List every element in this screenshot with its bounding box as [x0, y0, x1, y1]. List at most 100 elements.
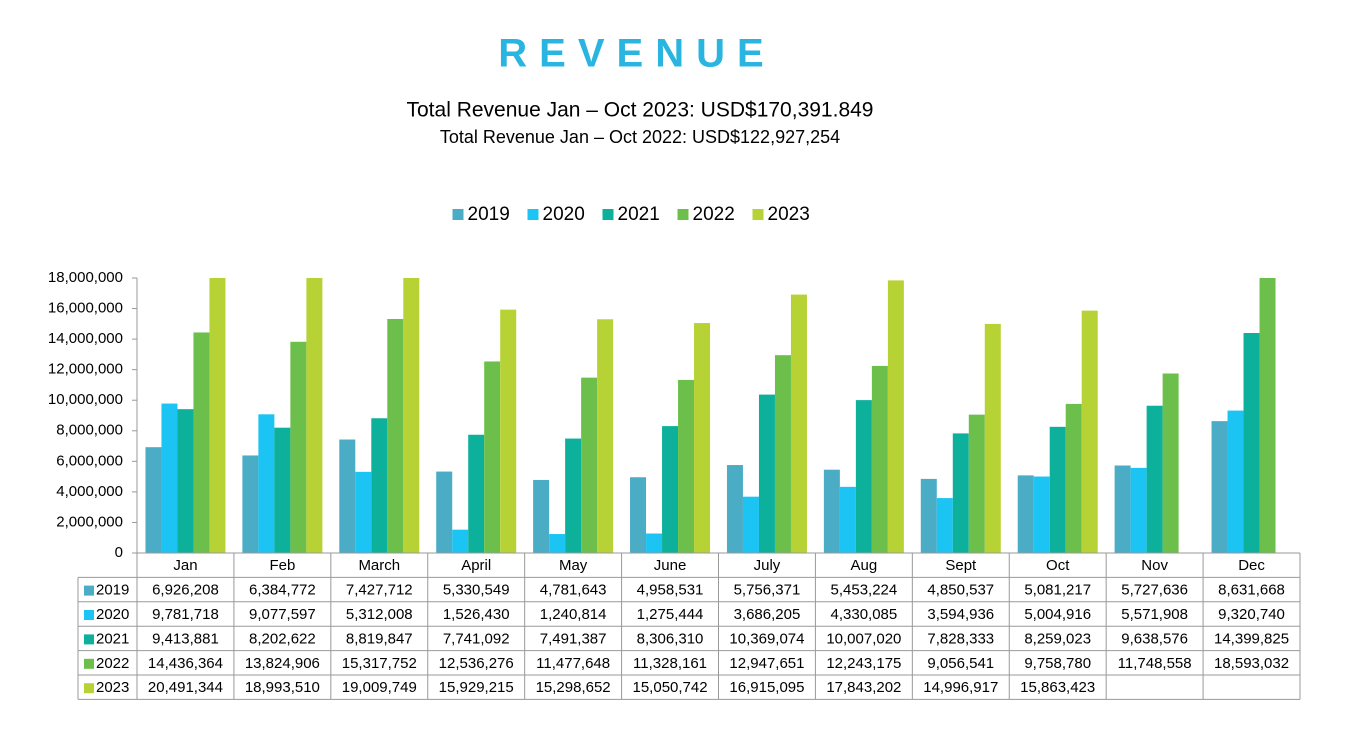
bar — [1081, 310, 1098, 553]
legend-label: 2020 — [543, 204, 585, 225]
legend-swatch — [602, 209, 614, 220]
table-cell: 7,828,333 — [927, 630, 994, 647]
bar — [387, 318, 404, 553]
y-tick-label: 8,000,000 — [56, 422, 123, 439]
legend-swatch — [84, 683, 94, 694]
table-cell: 4,781,643 — [540, 582, 607, 599]
bar — [1033, 476, 1050, 553]
legend-swatch — [452, 209, 464, 220]
bar — [742, 496, 759, 553]
table-cell: 8,202,622 — [249, 630, 316, 647]
x-tick-label: June — [654, 557, 687, 574]
x-tick-label: Sept — [945, 557, 977, 574]
bar — [1017, 475, 1034, 553]
table-cell: 9,413,881 — [152, 630, 219, 647]
y-tick-label: 6,000,000 — [56, 452, 123, 469]
table-cell: 8,819,847 — [346, 630, 413, 647]
table-cell: 6,926,208 — [152, 582, 219, 599]
bar — [339, 439, 356, 553]
table-cell: 5,081,217 — [1024, 582, 1091, 599]
bar — [177, 409, 194, 553]
table-cell: 6,384,772 — [249, 582, 316, 599]
table-cell: 16,915,095 — [729, 679, 804, 696]
x-tick-label: Nov — [1141, 557, 1168, 574]
bar — [306, 278, 323, 553]
table-cell: 11,477,648 — [536, 655, 610, 672]
bar — [436, 471, 453, 553]
bar — [1049, 426, 1066, 553]
table-cell: 7,741,092 — [443, 630, 510, 647]
table-cell: 5,312,008 — [346, 606, 413, 623]
bar — [371, 418, 388, 553]
table-cell: 8,306,310 — [637, 630, 704, 647]
table-cell: 15,863,423 — [1020, 679, 1095, 696]
table-cell: 15,929,215 — [439, 679, 514, 696]
table-cell: 7,427,712 — [346, 582, 413, 599]
legend-label: 2019 — [468, 204, 510, 225]
y-tick-label: 14,000,000 — [48, 330, 123, 347]
bar — [936, 498, 953, 553]
table-cell: 14,996,917 — [923, 679, 998, 696]
table-row-label: 2023 — [96, 679, 129, 696]
table-cell: 3,594,936 — [927, 606, 994, 623]
table-cell: 10,369,074 — [729, 630, 804, 647]
bar — [597, 319, 614, 553]
chart-title: REVENUE — [498, 32, 775, 76]
bar — [790, 294, 807, 553]
table-row-label: 2020 — [96, 606, 129, 623]
y-tick-label: 2,000,000 — [56, 513, 123, 530]
bar — [726, 465, 743, 553]
table-cell: 5,330,549 — [443, 582, 510, 599]
x-tick-label: Dec — [1238, 557, 1265, 574]
bar — [1227, 410, 1244, 553]
bar — [1130, 467, 1147, 553]
table-cell: 14,436,364 — [148, 655, 223, 672]
bar — [1065, 403, 1082, 553]
table-cell: 9,781,718 — [152, 606, 219, 623]
bar — [290, 341, 307, 553]
bar — [484, 361, 501, 553]
table-cell: 10,007,020 — [826, 630, 901, 647]
bar — [952, 433, 969, 553]
bar — [565, 438, 582, 553]
plot-area — [145, 278, 1276, 553]
bar — [839, 486, 856, 553]
table-cell: 17,843,202 — [826, 679, 901, 696]
table-cell: 13,824,906 — [245, 655, 320, 672]
bar — [662, 426, 679, 553]
y-tick-label: 10,000,000 — [48, 391, 123, 408]
bar — [258, 414, 275, 553]
bar — [646, 533, 663, 553]
legend-swatch — [84, 634, 94, 645]
table-cell: 9,638,576 — [1121, 630, 1188, 647]
bar — [630, 477, 647, 553]
y-tick-label: 12,000,000 — [48, 361, 123, 378]
table-cell: 4,330,085 — [831, 606, 898, 623]
table-cell: 8,631,668 — [1218, 582, 1285, 599]
table-cell: 19,009,749 — [342, 679, 417, 696]
bar — [274, 427, 291, 553]
table-cell: 9,077,597 — [249, 606, 316, 623]
x-tick-label: Feb — [269, 557, 295, 574]
table-cell: 5,453,224 — [831, 582, 898, 599]
y-tick-label: 18,000,000 — [48, 269, 123, 286]
table-cell: 18,993,510 — [245, 679, 320, 696]
table-cell: 4,958,531 — [637, 582, 704, 599]
bar — [193, 332, 210, 553]
bar — [1114, 465, 1131, 553]
bar — [500, 309, 517, 553]
x-tick-label: Oct — [1046, 557, 1070, 574]
table-cell: 20,491,344 — [148, 679, 223, 696]
table-cell: 11,328,161 — [633, 655, 707, 672]
legend-swatch — [84, 610, 94, 620]
legend-label: 2023 — [768, 204, 810, 225]
bar — [145, 447, 162, 553]
bar — [452, 529, 469, 553]
legend-label: 2022 — [693, 204, 735, 225]
bar — [887, 280, 904, 553]
legend-swatch — [527, 209, 539, 220]
bar — [161, 403, 178, 553]
bar — [1211, 421, 1228, 553]
